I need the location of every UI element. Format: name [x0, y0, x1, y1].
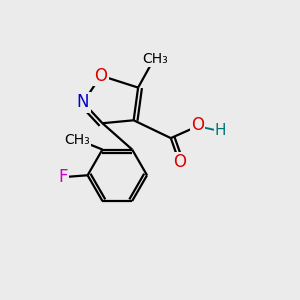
Text: O: O	[173, 153, 186, 171]
Text: O: O	[94, 67, 107, 85]
Text: O: O	[191, 116, 204, 134]
Text: CH₃: CH₃	[142, 52, 168, 66]
Text: N: N	[77, 93, 89, 111]
Text: F: F	[58, 168, 68, 186]
Text: CH₃: CH₃	[64, 133, 90, 147]
Text: H: H	[215, 123, 226, 138]
